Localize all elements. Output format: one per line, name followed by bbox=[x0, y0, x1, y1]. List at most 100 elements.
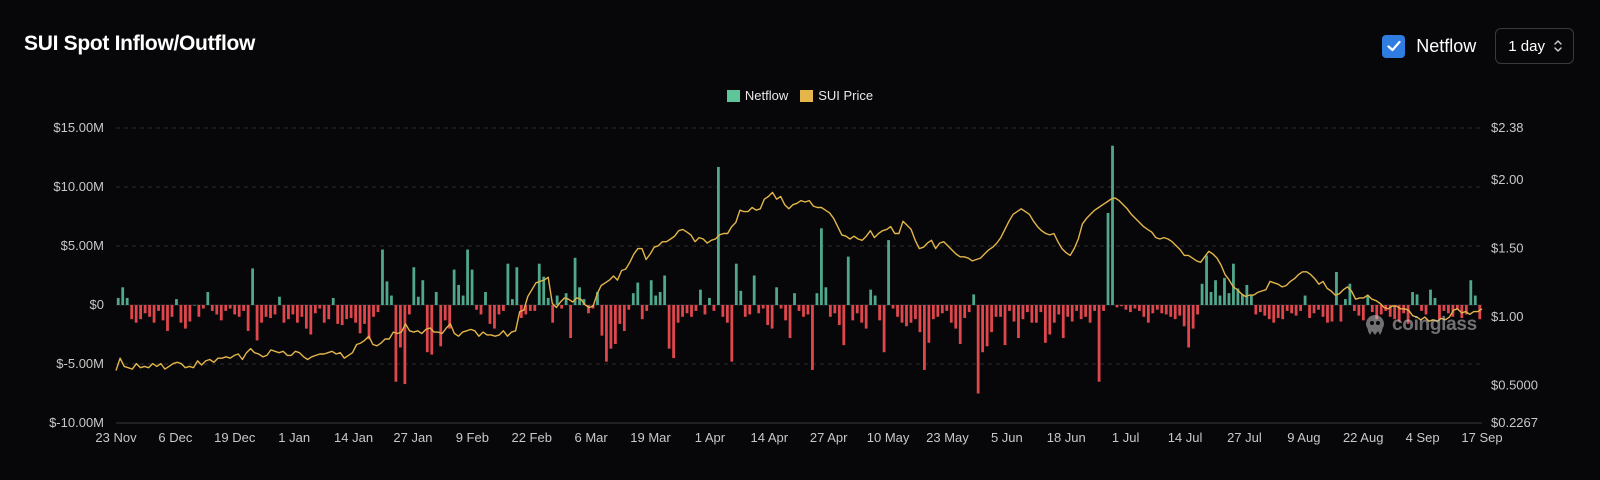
x-tick-label: 27 Jul bbox=[1227, 430, 1262, 445]
netflow-bar bbox=[484, 292, 487, 305]
netflow-bar bbox=[734, 263, 738, 305]
netflow-bar bbox=[184, 305, 187, 329]
netflow-bar bbox=[1200, 283, 1204, 305]
watermark-text: coinglass bbox=[1392, 314, 1477, 335]
netflow-bar bbox=[958, 305, 962, 344]
netflow-bar bbox=[1070, 305, 1074, 322]
netflow-bar bbox=[322, 305, 326, 323]
netflow-bar bbox=[1227, 293, 1231, 305]
netflow-bar bbox=[972, 294, 976, 305]
netflow-bar bbox=[1236, 288, 1240, 305]
check-icon[interactable] bbox=[1382, 34, 1406, 58]
netflow-bar bbox=[327, 305, 331, 320]
netflow-bar bbox=[815, 293, 819, 305]
netflow-bar bbox=[811, 305, 814, 370]
y-tick-label-left: $-10.00M bbox=[49, 415, 104, 430]
netflow-bar bbox=[631, 293, 635, 305]
netflow-bar bbox=[949, 305, 953, 323]
x-tick-label: 1 Jan bbox=[278, 430, 310, 445]
page-title: SUI Spot Inflow/Outflow bbox=[24, 32, 256, 55]
netflow-bar bbox=[1052, 305, 1056, 323]
netflow-bar bbox=[1469, 280, 1473, 305]
netflow-bar bbox=[1317, 305, 1320, 310]
x-tick-label: 14 Apr bbox=[751, 430, 789, 445]
netflow-bar bbox=[873, 295, 877, 305]
netflow-bar bbox=[273, 305, 277, 315]
netflow-bar bbox=[708, 297, 711, 305]
netflow-bar bbox=[260, 305, 263, 323]
netflow-bar bbox=[510, 299, 514, 305]
netflow-bar bbox=[537, 263, 541, 305]
netflow-bar bbox=[215, 305, 219, 315]
netflow-bar bbox=[864, 305, 868, 329]
netflow-bar bbox=[1008, 305, 1011, 311]
netflow-bar bbox=[1361, 305, 1365, 321]
y-tick-label-left: $10.00M bbox=[53, 179, 104, 194]
netflow-bar bbox=[1034, 305, 1038, 323]
netflow-bar bbox=[457, 284, 461, 305]
netflow-bar bbox=[663, 275, 667, 305]
legend-swatch-netflow bbox=[726, 89, 740, 102]
netflow-bar bbox=[640, 305, 644, 320]
netflow-bar bbox=[806, 305, 810, 315]
netflow-bar bbox=[224, 305, 228, 311]
netflow-bar bbox=[1151, 305, 1155, 314]
netflow-bar bbox=[931, 305, 935, 320]
netflow-bar bbox=[846, 256, 850, 305]
netflow-bar bbox=[855, 305, 859, 314]
x-tick-label: 23 May bbox=[926, 430, 969, 445]
netflow-bar bbox=[837, 305, 841, 326]
netflow-bar bbox=[493, 305, 496, 329]
netflow-bar bbox=[1321, 305, 1325, 317]
netflow-bar bbox=[654, 295, 658, 305]
netflow-bar bbox=[784, 305, 787, 321]
netflow-bar bbox=[152, 305, 156, 323]
netflow-bar bbox=[887, 240, 890, 305]
netflow-bar bbox=[681, 305, 684, 317]
y-axis-left: $15.00M $10.00M $5.00M $0 $-5.00M $-10.00M bbox=[49, 120, 104, 430]
netflow-bar bbox=[358, 305, 362, 334]
legend-item-netflow[interactable]: Netflow bbox=[726, 88, 788, 103]
netflow-toggle-label: Netflow bbox=[1416, 35, 1477, 56]
netflow-bar bbox=[1433, 297, 1437, 305]
y-tick-label-right: $0.2267 bbox=[1491, 415, 1538, 430]
legend-item-sui-price[interactable]: SUI Price bbox=[800, 88, 873, 103]
netflow-bar bbox=[761, 305, 765, 309]
netflow-toggle[interactable]: Netflow bbox=[1382, 34, 1477, 58]
netflow-bar bbox=[896, 305, 899, 317]
netflow-bar bbox=[1232, 263, 1235, 305]
x-tick-label: 19 Dec bbox=[214, 430, 256, 445]
netflow-bar bbox=[1447, 305, 1450, 314]
netflow-bar bbox=[372, 305, 375, 317]
netflow-bar bbox=[1290, 305, 1294, 314]
netflow-bar bbox=[1169, 305, 1173, 317]
netflow-bar bbox=[443, 305, 447, 321]
netflow-bar bbox=[502, 305, 505, 311]
netflow-bar bbox=[282, 305, 286, 323]
netflow-bar bbox=[1137, 305, 1141, 311]
netflow-bar bbox=[1420, 305, 1423, 311]
netflow-bar bbox=[318, 305, 322, 309]
netflow-bar bbox=[246, 305, 250, 331]
x-tick-label: 14 Jan bbox=[334, 430, 373, 445]
netflow-bar bbox=[1146, 305, 1150, 323]
netflow-bar bbox=[1173, 305, 1177, 320]
netflow-bar bbox=[1245, 284, 1249, 305]
netflow-bar bbox=[891, 305, 895, 309]
netflow-bar bbox=[927, 305, 931, 343]
netflow-bar bbox=[1021, 305, 1025, 320]
interval-select[interactable]: 1 day bbox=[1495, 28, 1574, 64]
netflow-bar bbox=[166, 305, 169, 331]
netflow-bar bbox=[470, 269, 474, 305]
x-axis: 23 Nov 6 Dec 19 Dec 1 Jan 14 Jan 27 Jan 9 Feb 2… bbox=[95, 430, 1502, 445]
coinglass-logo-icon bbox=[1366, 315, 1384, 335]
y-tick-label-right: $0.5000 bbox=[1491, 378, 1538, 393]
netflow-bar bbox=[143, 305, 147, 314]
netflow-bar bbox=[667, 305, 671, 349]
netflow-bar bbox=[278, 296, 281, 305]
netflow-bar bbox=[860, 305, 864, 323]
netflow-bar bbox=[1079, 305, 1083, 320]
netflow-bar bbox=[842, 305, 846, 346]
netflow-bar bbox=[573, 257, 577, 305]
netflow-bar bbox=[940, 305, 944, 314]
